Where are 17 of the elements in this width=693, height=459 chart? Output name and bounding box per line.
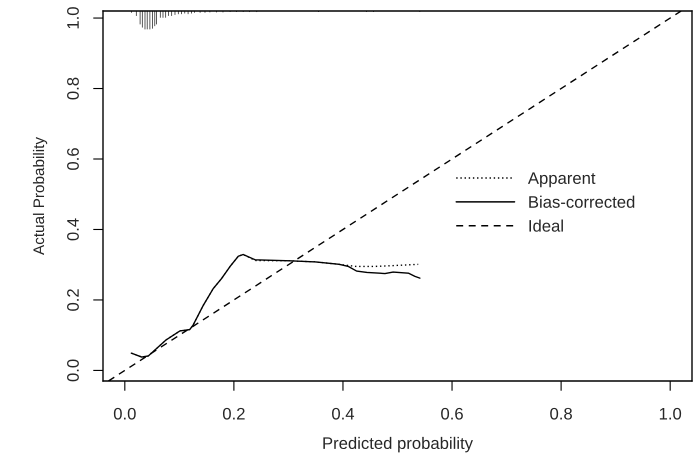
y-axis-title: Actual Probability (32, 137, 48, 255)
legend-label: Apparent (528, 172, 596, 188)
x-tick-label: 0.2 (222, 408, 245, 420)
x-tick-label: 0.0 (114, 408, 136, 420)
x-axis-title: Predicted probability (323, 436, 473, 452)
y-tick-label: 0.6 (67, 148, 79, 170)
y-tick-label: 1.0 (67, 7, 79, 28)
x-tick-label: 0.8 (550, 408, 572, 420)
x-tick-label: 0.4 (332, 408, 354, 420)
y-tick-label: 0.8 (67, 78, 79, 100)
legend-label: Ideal (529, 220, 563, 232)
x-tick-label: 0.6 (441, 408, 463, 420)
legend-label: Bias-corrected (529, 196, 634, 208)
y-tick-label: 0.2 (67, 289, 79, 311)
y-tick-label: 0.0 (67, 359, 79, 382)
x-tick-label: 1.0 (660, 408, 682, 420)
y-tick-label: 0.4 (67, 218, 79, 240)
